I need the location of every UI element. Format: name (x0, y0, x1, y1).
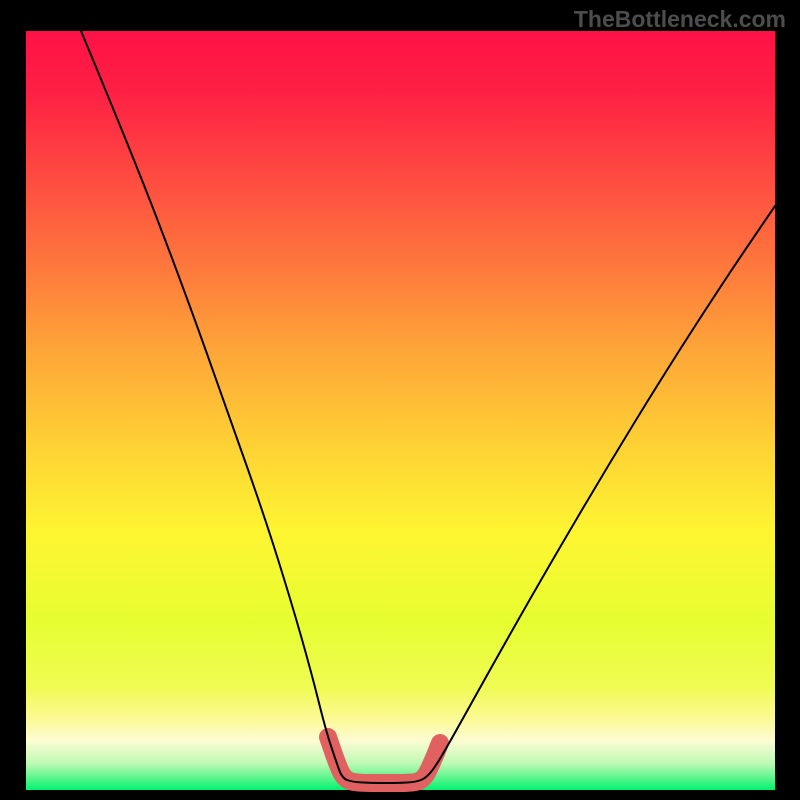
gradient-plot-area (26, 31, 775, 790)
chart-canvas: TheBottleneck.com (0, 0, 800, 800)
watermark-text: TheBottleneck.com (574, 6, 786, 33)
bottleneck-chart-svg (0, 0, 800, 800)
